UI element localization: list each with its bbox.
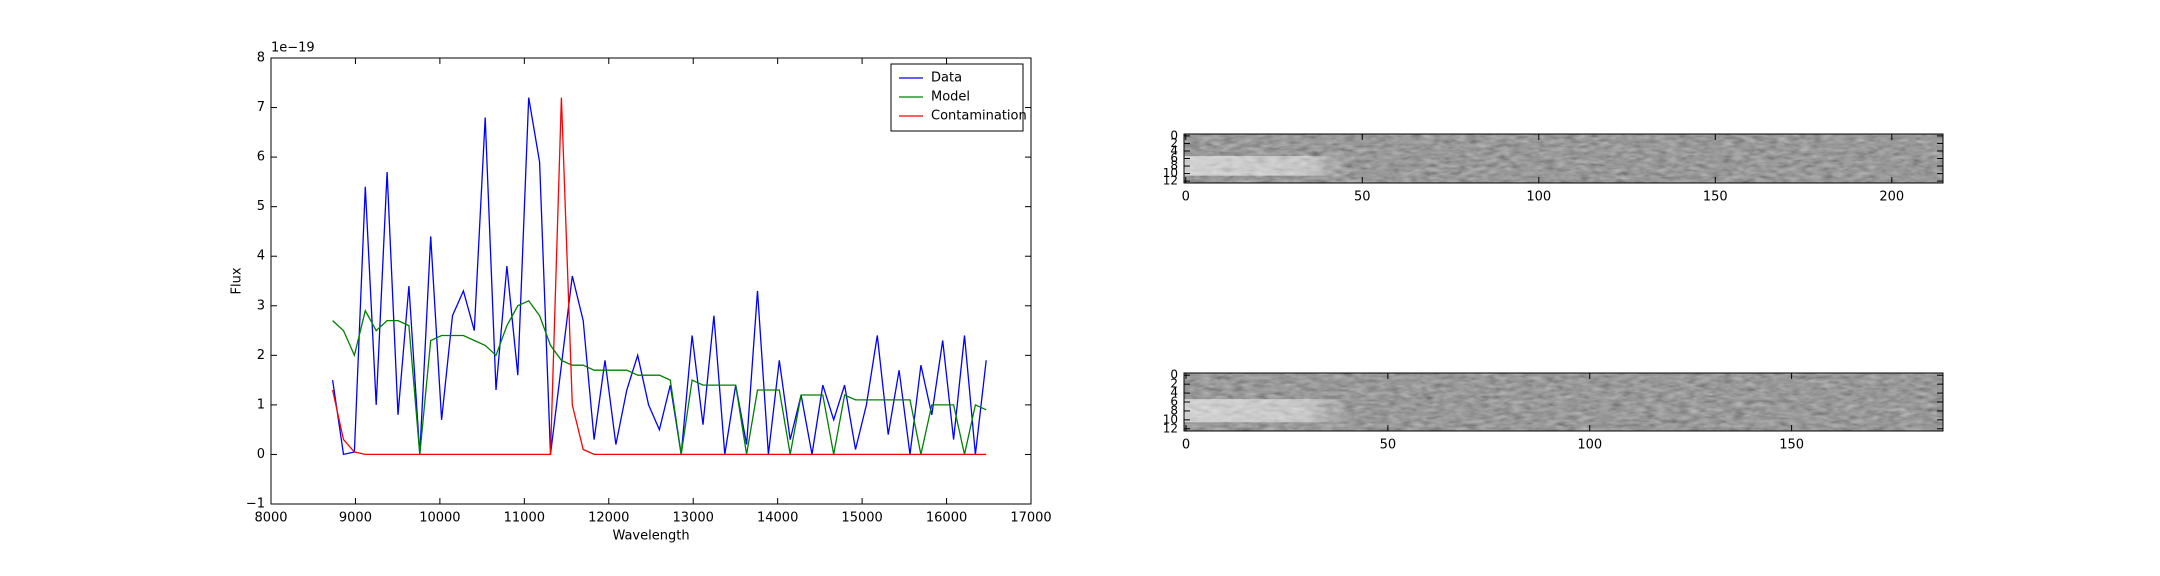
y-tick-label: 0: [1170, 368, 1178, 382]
x-tick-label: 0: [1182, 190, 1190, 205]
y-tick-label: 8: [257, 51, 265, 66]
y-tick-label: 5: [257, 199, 265, 214]
axes-frame: [1183, 372, 1944, 432]
x-tick-label: 200: [1879, 190, 1904, 205]
x-tick-label: 50: [1380, 438, 1397, 453]
y-tick-label: 8: [1170, 159, 1178, 173]
x-tick-label: 17000: [1010, 511, 1051, 526]
y-tick-label: 12: [1163, 421, 1178, 435]
y-tick-label: 2: [257, 348, 265, 363]
x-tick-label: 10000: [419, 511, 460, 526]
y-tick-label: 4: [1170, 386, 1178, 400]
image-glow: [1184, 156, 1943, 176]
axes-frame: [270, 57, 1032, 505]
y-tick-label: 10: [1163, 412, 1178, 426]
axes-frame: [1183, 133, 1944, 184]
series-line: [331, 97, 987, 456]
y-tick-label: 0: [257, 447, 265, 462]
y-tick-label: 10: [1163, 166, 1178, 180]
y-tick-label: 1: [257, 397, 265, 412]
x-tick-label: 8000: [254, 511, 287, 526]
x-tick-label: 100: [1577, 438, 1602, 453]
y-tick-label: 2: [1170, 136, 1178, 150]
y-tick-label: 7: [257, 100, 265, 115]
legend-label: Model: [931, 90, 970, 105]
x-tick-label: 0: [1182, 438, 1190, 453]
x-tick-label: 15000: [841, 511, 882, 526]
y-tick-label: 4: [1170, 143, 1178, 157]
y-tick-label: 0: [1170, 128, 1178, 142]
x-tick-label: 14000: [757, 511, 798, 526]
legend-box: [890, 63, 1024, 132]
x-tick-label: 150: [1703, 190, 1728, 205]
x-tick-label: 13000: [673, 511, 714, 526]
legend-label: Data: [931, 71, 962, 86]
y-tick-label: 3: [257, 298, 265, 313]
y-tick-label: 12: [1163, 174, 1178, 188]
y-tick-label: 6: [257, 150, 265, 165]
y-axis-label: Flux: [230, 267, 245, 294]
y-tick-label: −1: [246, 497, 265, 512]
image-glow: [1184, 399, 1943, 423]
legend: Data Model Contamination: [890, 63, 1027, 132]
y-tick-label: 2: [1170, 377, 1178, 391]
x-tick-label: 50: [1354, 190, 1371, 205]
x-tick-label: 11000: [504, 511, 545, 526]
axes: 8000 9000 10000 11000 12000 13000 14000 15000 16…: [230, 41, 1052, 544]
x-tick-label: 16000: [926, 511, 967, 526]
y-tick-label: 6: [1170, 395, 1178, 409]
x-tick-label: 9000: [339, 511, 372, 526]
x-tick-label: 150: [1779, 438, 1804, 453]
offset-label: 1e−19: [271, 41, 315, 56]
legend-label: Contamination: [931, 109, 1027, 124]
x-tick-label: 100: [1526, 190, 1551, 205]
series-line: [332, 299, 987, 455]
x-axis-label: Wavelength: [612, 529, 689, 544]
x-tick-label: 12000: [588, 511, 629, 526]
y-tick-label: 8: [1170, 403, 1178, 417]
series-line: [331, 97, 987, 456]
y-tick-label: 4: [257, 249, 265, 264]
y-tick-label: 6: [1170, 151, 1178, 165]
